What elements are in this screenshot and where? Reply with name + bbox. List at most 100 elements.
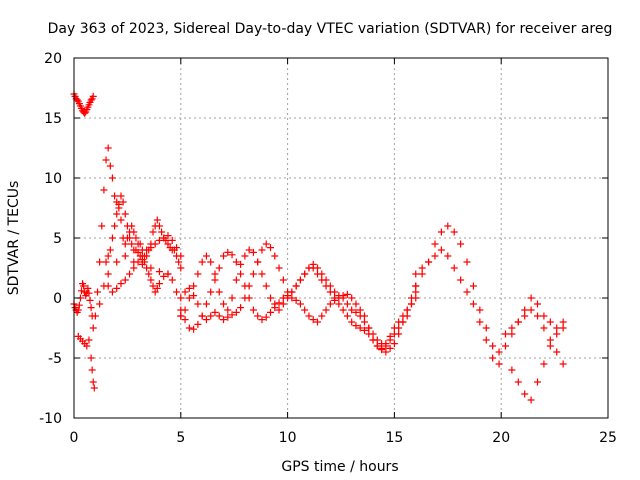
data-point (181, 306, 189, 314)
data-point (275, 306, 283, 314)
data-point (102, 156, 110, 164)
data-point (331, 288, 339, 296)
y-tick-labels: -10 -5 0 5 10 15 20 (39, 51, 62, 427)
data-point (80, 282, 88, 290)
data-point (224, 313, 232, 321)
data-point (151, 288, 159, 296)
data-point (356, 324, 364, 332)
data-point (386, 344, 394, 352)
data-point (489, 354, 497, 362)
data-point (403, 312, 411, 320)
x-tick-label: 20 (492, 430, 510, 446)
data-point (215, 264, 223, 272)
data-point (194, 300, 202, 308)
data-point (207, 288, 215, 296)
y-tick-label: -10 (39, 411, 62, 427)
data-point (104, 270, 112, 278)
data-point (521, 390, 529, 398)
data-point (508, 366, 516, 374)
data-point (245, 282, 253, 290)
data-point (395, 324, 403, 332)
data-point (559, 360, 567, 368)
data-point (412, 294, 420, 302)
data-point (559, 318, 567, 326)
data-point (482, 336, 490, 344)
data-point (326, 282, 334, 290)
data-point (457, 240, 465, 248)
data-point (228, 251, 236, 259)
data-point (89, 378, 97, 386)
data-point (521, 312, 529, 320)
data-point (527, 306, 535, 314)
data-point (228, 294, 236, 302)
data-point (177, 252, 185, 260)
data-point (318, 270, 326, 278)
data-point (89, 324, 97, 332)
data-point (155, 280, 163, 288)
data-point (463, 288, 471, 296)
data-point (198, 258, 206, 266)
data-point (237, 304, 245, 312)
data-point (352, 300, 360, 308)
data-point (85, 289, 93, 297)
data-point (495, 360, 503, 368)
data-point (412, 270, 420, 278)
data-point (237, 270, 245, 278)
data-point (521, 306, 529, 314)
grid-lines (74, 58, 608, 418)
data-point (149, 282, 157, 290)
data-point (553, 324, 561, 332)
data-point (444, 252, 452, 260)
data-point (469, 300, 477, 308)
data-point (113, 210, 121, 218)
data-point (83, 342, 91, 350)
data-point (228, 311, 236, 319)
data-point (115, 200, 123, 208)
data-point (111, 192, 119, 200)
data-point (546, 336, 554, 344)
data-point (130, 228, 138, 236)
data-point (369, 330, 377, 338)
data-point (469, 282, 477, 290)
data-point (322, 306, 330, 314)
data-point (476, 318, 484, 326)
data-point (399, 318, 407, 326)
data-point (275, 299, 283, 307)
data-point (104, 144, 112, 152)
data-point (190, 292, 198, 300)
data-point (540, 312, 548, 320)
data-point (309, 316, 317, 324)
data-point (339, 306, 347, 314)
data-point (123, 222, 131, 230)
data-point (489, 342, 497, 350)
data-point (73, 96, 81, 104)
data-point (202, 316, 210, 324)
data-point (514, 378, 522, 386)
data-point (177, 294, 185, 302)
data-point (301, 270, 309, 278)
data-point (121, 210, 129, 218)
data-point (85, 336, 93, 344)
data-point (91, 312, 99, 320)
data-point (292, 296, 300, 304)
data-point (93, 288, 101, 296)
data-point (198, 312, 206, 320)
data-point (215, 288, 223, 296)
data-point (249, 270, 257, 278)
data-point (121, 276, 129, 284)
data-point (220, 316, 228, 324)
data-point (168, 276, 176, 284)
data-point (527, 294, 535, 302)
data-point (102, 258, 110, 266)
data-point (77, 287, 85, 295)
data-point (132, 234, 140, 242)
data-point (111, 222, 119, 230)
data-point (75, 301, 83, 309)
data-point (425, 258, 433, 266)
data-point (540, 360, 548, 368)
data-point (190, 325, 198, 333)
y-tick-label: 10 (44, 171, 62, 187)
data-point (296, 276, 304, 284)
data-point (106, 246, 114, 254)
